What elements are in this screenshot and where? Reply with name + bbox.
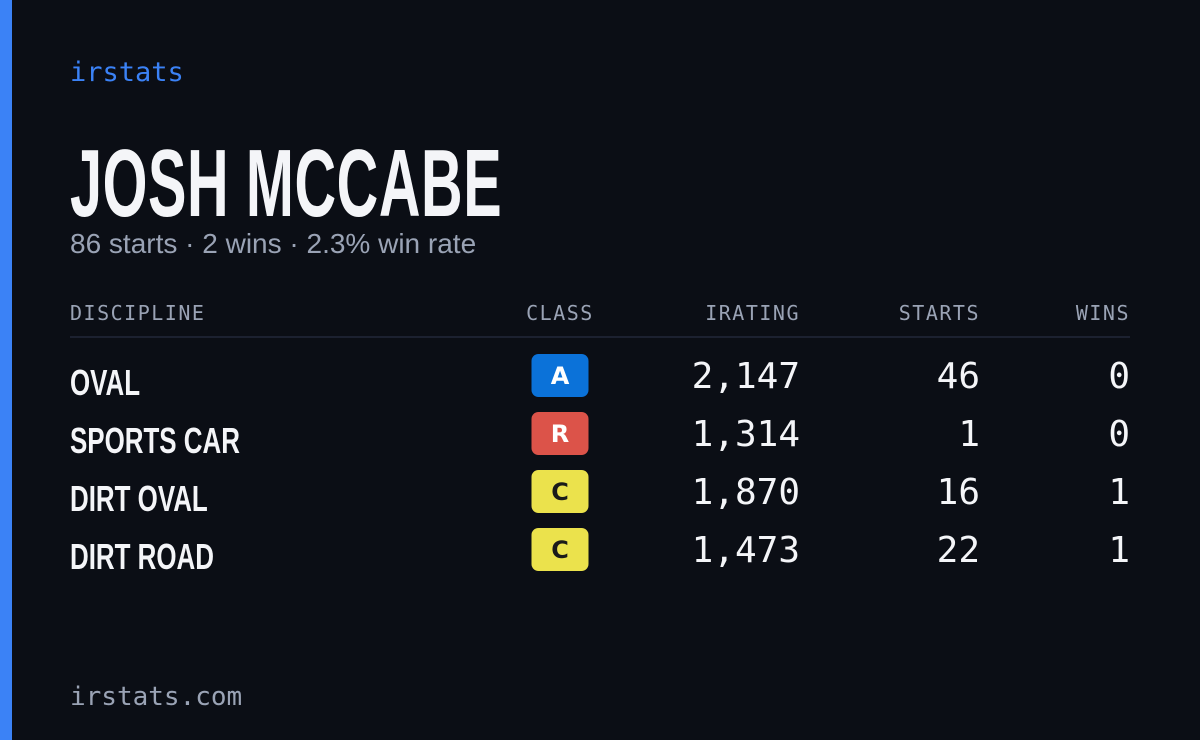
discipline: DIRT OVAL <box>70 478 208 519</box>
column-header: DISCIPLINE <box>70 301 206 325</box>
column-header: STARTS <box>898 301 980 325</box>
column-header: IRATING <box>705 301 800 325</box>
irating: 1,314 <box>691 414 800 455</box>
driver-name: JOSH MCCABE <box>70 130 503 237</box>
discipline: DIRT ROAD <box>70 536 214 577</box>
column-header: CLASS <box>526 301 594 325</box>
class-badge: A <box>531 354 589 397</box>
header-rule <box>70 336 1130 338</box>
summary: 86 starts · 2 wins · 2.3% win rate <box>70 228 477 259</box>
wins: 0 <box>1108 414 1130 455</box>
footer: irstats.com <box>70 682 243 712</box>
starts: 1 <box>958 414 980 455</box>
starts: 16 <box>936 472 980 513</box>
accent-bar <box>0 0 12 740</box>
irating: 2,147 <box>691 356 800 397</box>
class-badge: R <box>531 412 589 455</box>
irating: 1,473 <box>691 530 800 571</box>
brand: irstats <box>70 57 184 88</box>
class-badge: C <box>531 470 589 513</box>
discipline: OVAL <box>70 362 141 403</box>
column-header: WINS <box>1075 301 1130 325</box>
starts: 46 <box>936 356 980 397</box>
wins: 1 <box>1108 530 1130 571</box>
starts: 22 <box>936 530 980 571</box>
class-badge: C <box>531 528 589 571</box>
discipline: SPORTS CAR <box>70 420 240 461</box>
wins: 1 <box>1108 472 1130 513</box>
wins: 0 <box>1108 356 1130 397</box>
irating: 1,870 <box>691 472 800 513</box>
